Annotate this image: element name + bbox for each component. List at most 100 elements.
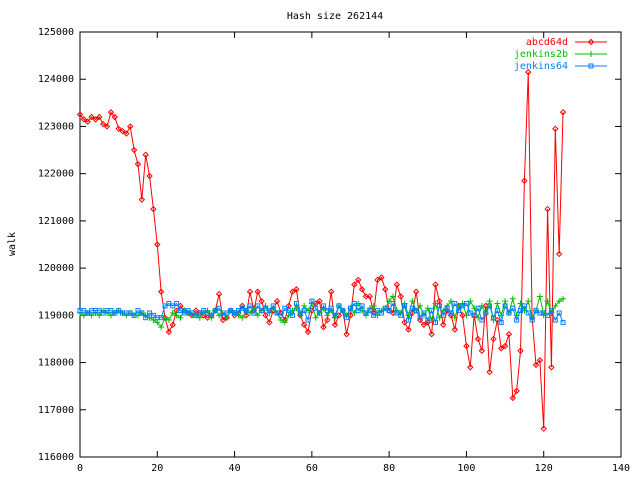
point-marker (428, 331, 435, 338)
point-marker (130, 146, 138, 154)
point-marker (501, 342, 509, 350)
point-marker (344, 315, 350, 321)
legend-label: abcd64d (526, 37, 568, 48)
point-marker (498, 319, 504, 325)
x-tick-label: 80 (383, 463, 395, 474)
point-marker (157, 288, 165, 295)
point-marker (459, 312, 466, 319)
point-marker (88, 113, 95, 121)
point-marker (266, 308, 272, 314)
point-marker (366, 293, 374, 300)
point-marker (115, 125, 122, 133)
point-marker (494, 308, 500, 314)
point-marker (405, 326, 412, 333)
point-marker (548, 364, 555, 371)
point-marker (548, 308, 554, 314)
point-marker (219, 316, 227, 324)
point-marker (270, 303, 276, 309)
point-marker (452, 301, 458, 307)
point-marker (281, 319, 288, 326)
point-marker (463, 301, 469, 307)
point-marker (432, 281, 439, 288)
point-marker (513, 387, 520, 395)
point-marker (305, 317, 311, 323)
point-marker (351, 301, 357, 307)
point-marker (486, 298, 493, 305)
point-marker (390, 293, 397, 300)
point-marker (247, 303, 253, 309)
point-marker (440, 321, 447, 328)
point-marker (417, 302, 424, 309)
point-marker (510, 305, 516, 311)
y-tick-label: 124000 (38, 74, 74, 85)
point-marker (251, 310, 257, 316)
point-marker (552, 125, 559, 133)
point-marker (173, 312, 180, 319)
point-marker (169, 321, 176, 328)
x-tick-label: 20 (151, 463, 163, 474)
point-marker (327, 288, 335, 295)
point-marker (556, 298, 563, 305)
point-marker (313, 305, 319, 311)
point-marker (506, 310, 512, 316)
point-marker (139, 310, 145, 316)
point-marker (355, 308, 361, 314)
point-marker (393, 281, 401, 288)
y-tick-label: 118000 (38, 358, 74, 369)
point-marker (80, 116, 88, 123)
point-marker (451, 326, 459, 333)
point-marker (518, 308, 524, 314)
point-marker (544, 298, 551, 305)
legend-label: jenkins64 (514, 61, 568, 72)
x-tick-label: 140 (612, 463, 630, 474)
point-marker (215, 290, 223, 298)
point-marker (402, 303, 408, 309)
point-marker (300, 321, 308, 328)
point-marker (158, 324, 165, 331)
point-marker (123, 130, 130, 137)
point-marker (340, 308, 346, 314)
point-marker (317, 310, 323, 316)
point-marker (150, 205, 157, 213)
point-marker (84, 118, 91, 125)
point-marker (420, 321, 428, 328)
point-marker (417, 315, 423, 321)
point-marker (517, 347, 524, 354)
point-marker (555, 250, 563, 258)
point-marker (304, 328, 312, 336)
point-marker (154, 319, 161, 326)
point-marker (312, 314, 319, 321)
point-marker (177, 314, 184, 321)
point-marker (328, 305, 334, 311)
legend-marker (587, 38, 595, 46)
point-marker (348, 305, 353, 311)
point-marker (254, 288, 261, 295)
point-marker (494, 300, 501, 307)
point-marker (475, 305, 481, 311)
point-marker (521, 303, 527, 309)
point-marker (289, 288, 296, 295)
point-marker (293, 286, 300, 293)
point-marker (405, 317, 411, 323)
y-axis-label: walk (7, 232, 18, 256)
point-marker (382, 286, 389, 293)
point-marker (552, 317, 558, 323)
point-marker (474, 335, 482, 343)
point-marker (331, 321, 339, 328)
point-marker (243, 308, 249, 314)
x-tick-label: 100 (457, 463, 475, 474)
y-tick-label: 123000 (38, 121, 74, 132)
point-marker (154, 241, 161, 248)
point-marker (451, 314, 458, 321)
point-marker (487, 303, 493, 309)
point-marker (483, 310, 489, 316)
point-marker (301, 308, 307, 314)
point-marker (398, 312, 404, 318)
point-marker (332, 312, 338, 318)
point-marker (324, 316, 331, 324)
x-tick-label: 0 (77, 463, 83, 474)
legend-marker (588, 63, 594, 69)
point-marker (359, 303, 365, 309)
point-marker (266, 319, 273, 326)
plot-frame (79, 31, 622, 458)
